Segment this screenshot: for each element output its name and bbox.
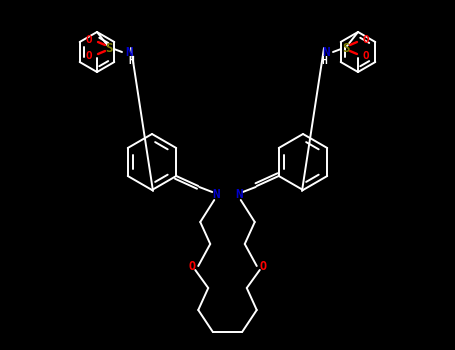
Text: S: S	[105, 42, 113, 55]
Text: O: O	[189, 259, 196, 273]
Text: H: H	[321, 56, 327, 66]
Text: O: O	[259, 259, 266, 273]
Text: O: O	[363, 35, 369, 45]
Text: O: O	[363, 51, 369, 61]
Text: N: N	[322, 46, 330, 58]
Text: H: H	[128, 56, 134, 66]
Text: O: O	[86, 51, 92, 61]
Text: N: N	[235, 188, 243, 201]
Text: O: O	[86, 35, 92, 45]
Text: S: S	[342, 42, 350, 55]
Text: N: N	[212, 188, 220, 201]
Text: N: N	[125, 46, 133, 58]
